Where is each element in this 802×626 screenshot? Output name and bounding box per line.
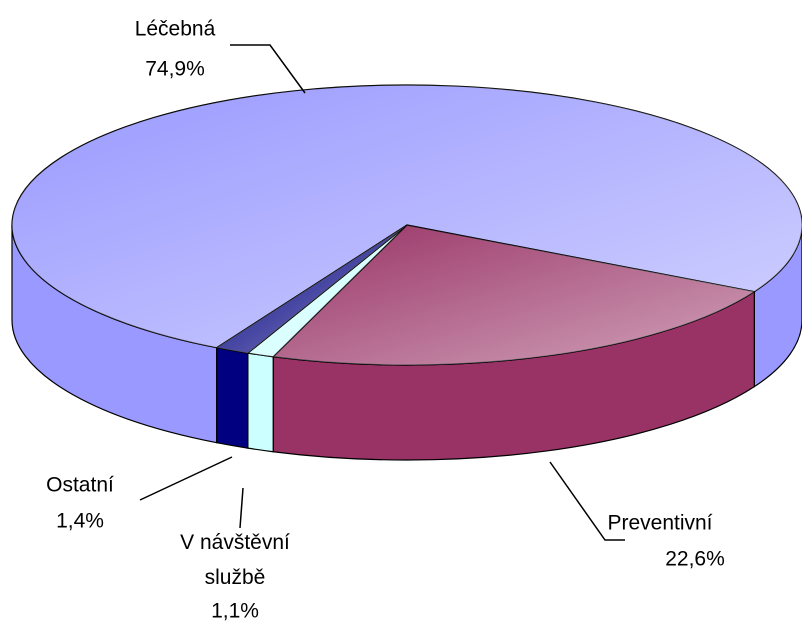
slice-shine (216, 225, 407, 354)
slice-shine (12, 85, 802, 348)
leader-line (230, 44, 306, 94)
category-label: Léčebná (135, 18, 216, 41)
slice-shine (247, 225, 407, 357)
leader-line (239, 487, 244, 529)
leader-line (549, 461, 625, 541)
value-label: 1,4% (56, 510, 104, 533)
category-label: Ostatní (46, 474, 114, 497)
value-label: 22,6% (665, 548, 725, 571)
slice-side (247, 352, 274, 453)
slice-shine (273, 225, 755, 365)
labels: Léčebná 74,9% Preventivní 22,6% V návštěvní s… (46, 18, 725, 623)
leader-line (139, 456, 233, 501)
slice-side (216, 346, 249, 449)
category-label: Preventivní (607, 512, 712, 535)
value-label: 74,9% (145, 58, 205, 81)
pie-tops (11, 84, 802, 366)
pie-walls (11, 224, 802, 461)
value-label: 1,1% (211, 600, 259, 623)
category-label: V návštěvní službě (180, 531, 290, 589)
